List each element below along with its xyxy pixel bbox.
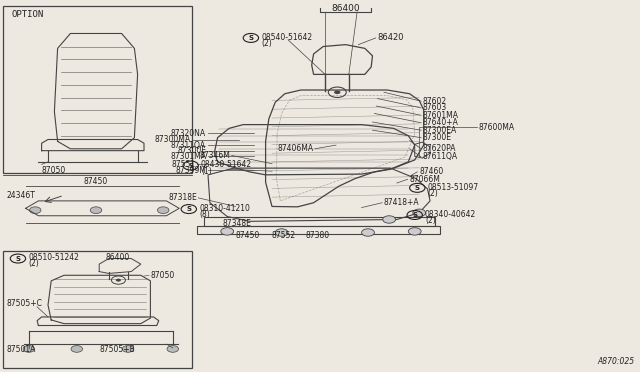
Circle shape [116,279,121,282]
Text: 86400: 86400 [332,4,360,13]
Circle shape [383,216,396,223]
Text: 86420: 86420 [378,33,404,42]
Text: S: S [15,256,20,262]
Circle shape [408,228,421,235]
Text: 86400: 86400 [106,253,130,262]
Text: (2): (2) [28,259,39,267]
Circle shape [122,346,134,352]
Text: 08310-41210: 08310-41210 [199,204,250,213]
Text: 87318E: 87318E [168,193,197,202]
Text: S: S [186,206,191,212]
Text: OPTION: OPTION [12,10,44,19]
Text: 87505+B: 87505+B [99,345,135,354]
Text: S: S [188,163,193,169]
Text: 08510-51242: 08510-51242 [28,253,79,262]
Text: 87300EA: 87300EA [422,126,457,135]
Text: 87348E: 87348E [223,219,252,228]
Text: 24346T: 24346T [6,191,35,200]
Text: 87418+A: 87418+A [384,198,420,207]
Text: 87346M: 87346M [200,151,230,160]
Circle shape [167,346,179,352]
Text: 87600MA: 87600MA [479,123,515,132]
Text: 87505+C: 87505+C [6,299,42,308]
Text: (1): (1) [201,167,212,176]
Text: 87640+A: 87640+A [422,118,458,127]
Text: 87450: 87450 [236,231,260,240]
Text: 08513-51097: 08513-51097 [428,183,479,192]
Text: S: S [248,35,253,41]
Text: 87620PA: 87620PA [422,144,456,153]
Circle shape [334,90,340,94]
Text: 87301MA: 87301MA [170,152,206,161]
Text: 87406MA: 87406MA [278,144,314,153]
Bar [3,251,192,368]
Text: (2): (2) [428,189,438,198]
Text: 87460: 87460 [419,167,444,176]
Circle shape [275,229,288,236]
Text: 87501A: 87501A [6,345,36,354]
Text: 08430-51642: 08430-51642 [201,160,252,169]
Text: 87300E: 87300E [177,146,206,155]
Circle shape [29,207,41,214]
Text: 87311QA: 87311QA [171,141,206,150]
Text: 87050: 87050 [150,271,175,280]
Text: (2): (2) [261,39,272,48]
Text: (2): (2) [425,216,436,225]
Circle shape [221,228,234,235]
Text: 87450: 87450 [83,177,108,186]
Text: 87611QA: 87611QA [422,153,458,161]
Text: S: S [415,185,420,191]
Text: 08540-51642: 08540-51642 [261,33,312,42]
Text: 87551: 87551 [171,160,195,169]
Circle shape [71,346,83,352]
Circle shape [362,229,374,236]
Circle shape [90,207,102,214]
Text: 87300E: 87300E [422,133,451,142]
Text: 87603: 87603 [422,103,447,112]
Text: 87300MA: 87300MA [155,135,191,144]
Bar [3,6,192,173]
Text: S: S [412,212,417,218]
Text: 87602: 87602 [422,97,447,106]
Text: 08340-40642: 08340-40642 [425,210,476,219]
Text: A870:025: A870:025 [598,357,635,366]
Text: 87050: 87050 [42,166,66,174]
Circle shape [23,346,35,352]
Text: 87320NA: 87320NA [171,129,206,138]
Circle shape [413,209,426,217]
Text: (8): (8) [199,210,210,219]
Text: 87399M: 87399M [175,166,206,175]
Text: 87380: 87380 [306,231,330,240]
Text: 87601MA: 87601MA [422,111,458,120]
Text: 87066M: 87066M [410,175,440,184]
Circle shape [157,207,169,214]
Text: 87552: 87552 [272,231,296,240]
